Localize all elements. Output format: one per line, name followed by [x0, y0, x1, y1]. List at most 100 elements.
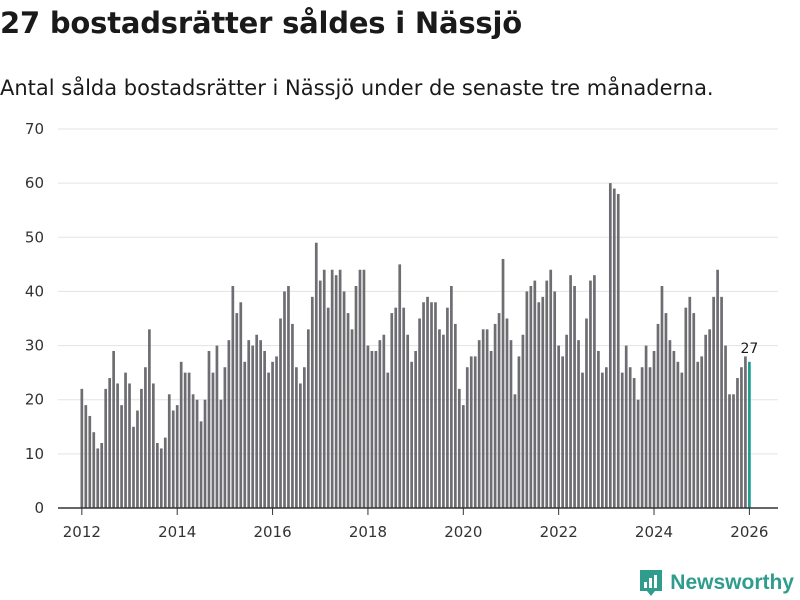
bar — [418, 318, 421, 508]
bar — [533, 280, 537, 508]
bar — [688, 296, 692, 508]
bar — [346, 313, 350, 508]
bar — [120, 405, 123, 508]
bar — [481, 329, 485, 508]
bar — [382, 334, 386, 508]
bar — [601, 372, 604, 508]
bar — [489, 350, 493, 508]
bar — [227, 340, 231, 508]
bar — [259, 340, 262, 508]
chart-subtitle: Antal sålda bostadsrätter i Nässjö under… — [0, 76, 714, 100]
bar — [112, 350, 115, 508]
bar — [517, 356, 521, 508]
bar — [303, 367, 306, 508]
bar — [362, 269, 366, 508]
bar — [338, 269, 342, 508]
bar — [155, 443, 159, 508]
y-tick-label: 0 — [34, 499, 44, 517]
bar — [442, 334, 445, 508]
bar — [167, 394, 171, 508]
bar — [505, 318, 509, 508]
bar — [664, 313, 668, 508]
bar — [374, 350, 378, 508]
bar — [672, 350, 676, 508]
bar — [239, 302, 243, 508]
bar — [541, 296, 545, 508]
bar — [148, 329, 151, 508]
bar — [597, 350, 600, 508]
bar — [616, 193, 620, 508]
bar — [716, 269, 719, 508]
bar — [509, 340, 513, 508]
bar — [736, 378, 739, 508]
bar — [183, 372, 187, 508]
bar — [676, 361, 680, 508]
x-tick-label: 2026 — [730, 523, 768, 541]
bar — [195, 399, 199, 508]
bar — [394, 307, 398, 508]
bar — [366, 345, 370, 508]
bar — [179, 361, 183, 508]
bar — [398, 264, 402, 508]
bar — [569, 275, 572, 508]
bar — [406, 334, 410, 508]
bar — [287, 286, 290, 508]
bar — [454, 323, 457, 508]
bar — [318, 280, 322, 508]
bar — [159, 448, 163, 508]
bar — [513, 394, 517, 508]
bar — [322, 269, 326, 508]
bar — [450, 286, 453, 508]
bar — [565, 334, 568, 508]
bar — [632, 378, 636, 508]
bar — [497, 313, 501, 508]
bar — [545, 280, 549, 508]
bar — [557, 345, 561, 508]
y-tick-label: 40 — [25, 282, 44, 300]
bar — [251, 345, 255, 508]
bar — [402, 307, 406, 508]
bar — [537, 302, 541, 508]
bar — [334, 275, 338, 508]
bar — [104, 388, 108, 508]
bar — [636, 399, 640, 508]
bar — [299, 383, 302, 508]
bar — [525, 291, 529, 508]
chart-title: 27 bostadsrätter såldes i Nässjö — [0, 6, 522, 40]
bar — [100, 443, 104, 508]
bar — [473, 356, 477, 508]
bar — [175, 405, 179, 508]
bar — [485, 329, 489, 508]
bar — [581, 372, 584, 508]
bar — [561, 356, 564, 508]
bar — [593, 275, 596, 508]
bar — [291, 323, 294, 508]
bar-latest — [748, 361, 751, 508]
bar — [668, 340, 672, 508]
bar — [152, 383, 155, 508]
bar — [501, 258, 505, 508]
bar — [648, 367, 652, 508]
bar — [720, 296, 723, 508]
bar — [207, 350, 211, 508]
x-tick-label: 2022 — [540, 523, 578, 541]
bar — [604, 367, 608, 508]
bar — [644, 345, 648, 508]
bar-layer — [80, 183, 751, 508]
bar — [640, 367, 644, 508]
bar — [426, 296, 429, 508]
latest-value-label: 27 — [740, 341, 758, 357]
bar — [652, 350, 656, 508]
bar — [728, 394, 731, 508]
bar — [136, 410, 139, 508]
bar — [263, 350, 266, 508]
bar — [283, 291, 286, 508]
bar — [116, 383, 119, 508]
bar — [255, 334, 259, 508]
bar — [700, 356, 704, 508]
bar — [529, 286, 533, 508]
bar — [330, 269, 334, 508]
bar — [708, 329, 712, 508]
bar — [108, 378, 112, 508]
bar — [446, 307, 449, 508]
